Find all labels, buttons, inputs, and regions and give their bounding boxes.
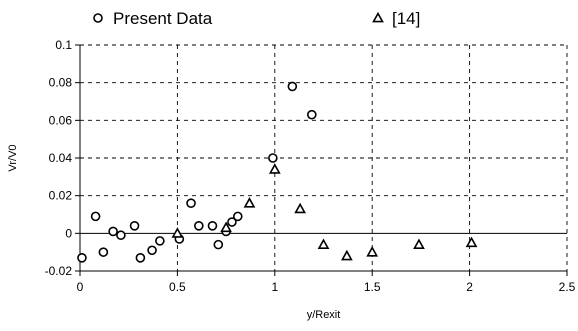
y-tick-label: -0.02 xyxy=(45,264,73,278)
data-point-14 xyxy=(366,246,379,257)
x-tick-label: 2.5 xyxy=(559,280,576,294)
data-point-14 xyxy=(220,221,232,233)
legend-item-present-data: Present Data xyxy=(93,9,213,28)
legend-label: [14] xyxy=(392,9,420,28)
x-tick-label: 0 xyxy=(77,280,84,294)
data-point-present-data xyxy=(227,217,237,227)
y-tick-label: 0.02 xyxy=(49,189,73,203)
y-tick-label: 0.08 xyxy=(49,76,73,90)
legend-item-14: [14] xyxy=(372,9,420,28)
data-point-present-data xyxy=(232,211,243,222)
x-tick-label: 2 xyxy=(466,280,473,294)
data-point-present-data xyxy=(90,211,101,222)
y-tick-label: 0.06 xyxy=(49,113,73,127)
x-axis-ticks: 0 0.5 1 1.5 2 2.5 xyxy=(77,271,576,294)
data-point-present-data xyxy=(116,230,126,241)
data-point-14 xyxy=(294,202,306,214)
grid xyxy=(80,44,568,272)
data-point-present-data xyxy=(108,226,118,237)
data-point-present-data xyxy=(135,253,146,263)
x-tick-label: 1.5 xyxy=(364,280,381,294)
y-tick-label: 0.04 xyxy=(49,151,73,165)
legend-marker-circle xyxy=(93,13,103,23)
data-point-present-data xyxy=(194,221,204,231)
data-point-present-data xyxy=(307,109,317,120)
y-axis-ticks: -0.02 0 0.02 0.04 0.06 0.08 0.1 xyxy=(45,38,80,278)
data-point-present-data xyxy=(77,253,87,263)
data-point-14 xyxy=(171,227,184,238)
y-tick-label: 0.1 xyxy=(55,38,72,52)
data-point-14 xyxy=(317,238,330,250)
data-point-present-data xyxy=(287,81,298,92)
data-point-present-data xyxy=(155,236,165,246)
data-point-14 xyxy=(465,236,478,248)
legend-label: Present Data xyxy=(113,9,213,28)
data-point-present-data xyxy=(147,245,157,256)
legend: Present Data [14] xyxy=(93,9,420,28)
data-point-14 xyxy=(413,238,425,250)
data-point-14 xyxy=(341,249,353,261)
y-tick-label: 0 xyxy=(65,226,72,240)
data-point-present-data xyxy=(129,221,140,231)
data-point-present-data xyxy=(207,221,218,231)
data-point-14 xyxy=(268,163,281,174)
data-point-present-data xyxy=(213,239,224,250)
data-points xyxy=(77,81,478,263)
data-point-present-data xyxy=(268,153,278,163)
data-point-present-data xyxy=(186,198,196,208)
x-axis-label: y/Rexit xyxy=(307,309,341,321)
legend-marker-triangle xyxy=(372,11,384,23)
x-tick-label: 1 xyxy=(271,280,278,294)
data-point-present-data xyxy=(98,247,109,257)
y-axis-label: Vr/V0 xyxy=(7,144,19,171)
x-tick-label: 0.5 xyxy=(169,280,186,294)
data-point-14 xyxy=(243,197,256,208)
